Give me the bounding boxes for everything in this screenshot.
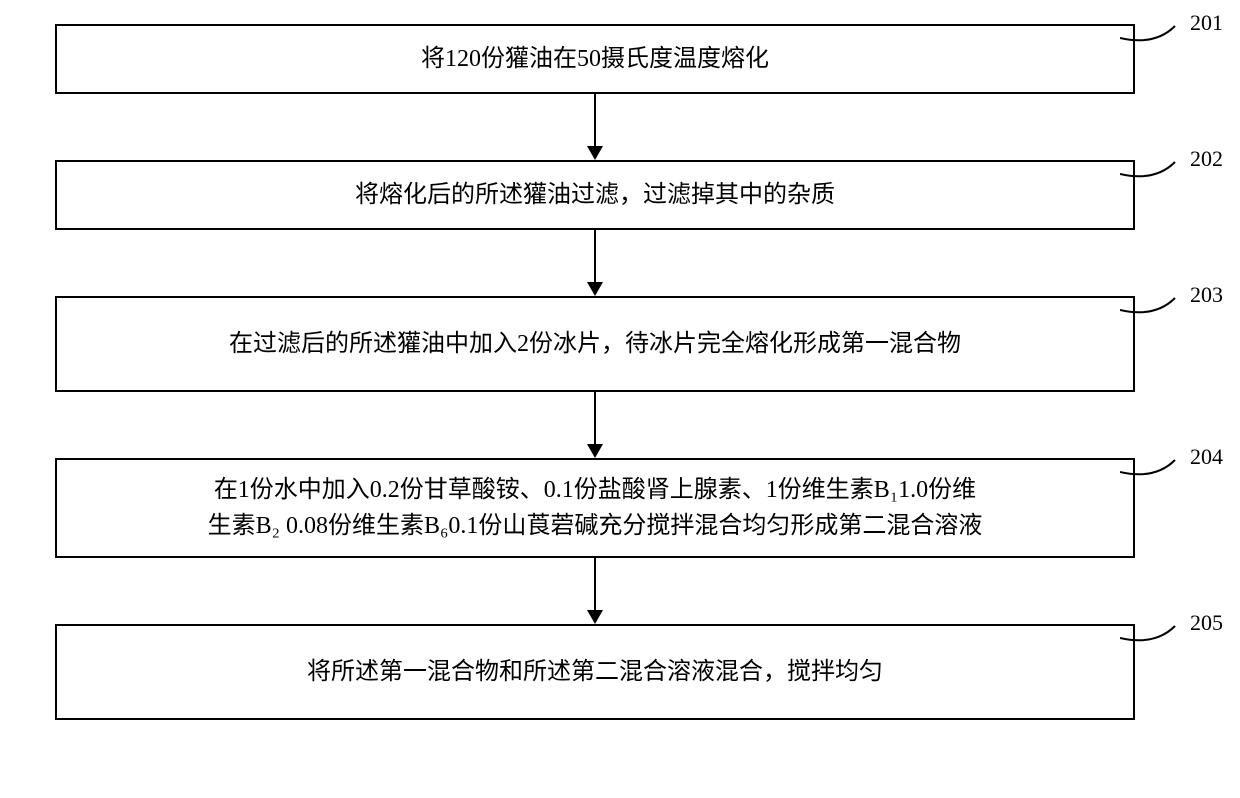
- arrow-line-1: [594, 94, 596, 146]
- step-label-201: 201: [1190, 10, 1223, 36]
- step-box-205: 将所述第一混合物和所述第二混合溶液混合，搅拌均匀: [55, 624, 1135, 720]
- step-box-204: 在1份水中加入0.2份甘草酸铵、0.1份盐酸肾上腺素、1份维生素B₁1.0份维 …: [55, 458, 1135, 558]
- arrow-head-4: [587, 610, 603, 624]
- arrow-head-1: [587, 146, 603, 160]
- step-text-203: 在过滤后的所述獾油中加入2份冰片，待冰片完全熔化形成第一混合物: [229, 326, 961, 362]
- step-label-202: 202: [1190, 146, 1223, 172]
- flowchart-canvas: 将120份獾油在50摄氏度温度熔化 201 将熔化后的所述獾油过滤，过滤掉其中的…: [0, 0, 1240, 798]
- arrow-head-2: [587, 282, 603, 296]
- step-text-204: 在1份水中加入0.2份甘草酸铵、0.1份盐酸肾上腺素、1份维生素B₁1.0份维 …: [208, 472, 983, 544]
- label-connector-204: [1120, 450, 1200, 490]
- label-connector-205: [1120, 616, 1200, 656]
- arrow-line-2: [594, 230, 596, 282]
- step-label-203: 203: [1190, 282, 1223, 308]
- step-text-201: 将120份獾油在50摄氏度温度熔化: [421, 41, 769, 77]
- step-box-201: 将120份獾油在50摄氏度温度熔化: [55, 24, 1135, 94]
- step-label-204: 204: [1190, 444, 1223, 470]
- arrow-line-3: [594, 392, 596, 444]
- label-connector-203: [1120, 288, 1200, 328]
- step-label-205: 205: [1190, 610, 1223, 636]
- step-text-205: 将所述第一混合物和所述第二混合溶液混合，搅拌均匀: [307, 654, 883, 690]
- step-text-202: 将熔化后的所述獾油过滤，过滤掉其中的杂质: [355, 177, 835, 213]
- step-box-203: 在过滤后的所述獾油中加入2份冰片，待冰片完全熔化形成第一混合物: [55, 296, 1135, 392]
- arrow-head-3: [587, 444, 603, 458]
- arrow-line-4: [594, 558, 596, 610]
- label-connector-201: [1120, 16, 1200, 56]
- step-box-202: 将熔化后的所述獾油过滤，过滤掉其中的杂质: [55, 160, 1135, 230]
- label-connector-202: [1120, 152, 1200, 192]
